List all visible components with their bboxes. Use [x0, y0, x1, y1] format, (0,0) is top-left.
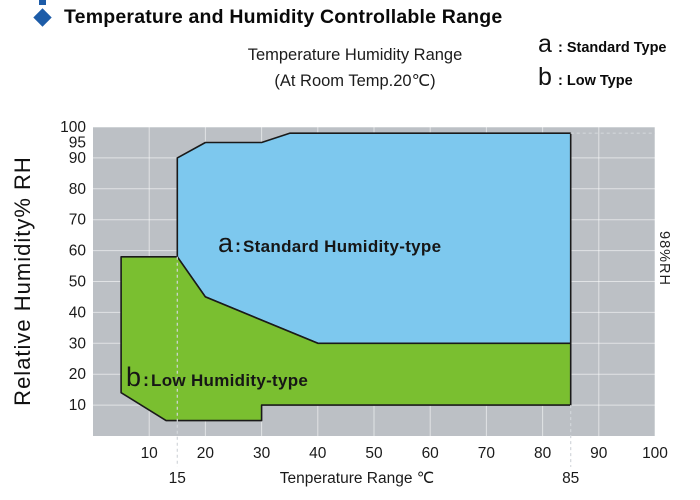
legend-symbol-a: a — [538, 30, 552, 58]
svg-text:15: 15 — [169, 470, 186, 487]
svg-text:70: 70 — [478, 445, 496, 462]
svg-text:50: 50 — [365, 445, 383, 462]
svg-text:100: 100 — [60, 119, 86, 136]
chart-title-line1: Temperature Humidity Range — [247, 46, 463, 64]
svg-text:20: 20 — [69, 366, 87, 383]
legend-item-standard: a : Standard Type — [538, 30, 667, 63]
svg-text:90: 90 — [69, 150, 87, 167]
region-text-low: Low Humidity-type — [151, 371, 309, 390]
chart-title-line2: (At Room Temp.20℃) — [274, 72, 436, 90]
svg-text:80: 80 — [534, 445, 552, 462]
region-sep-a: : — [235, 236, 242, 256]
page-title: Temperature and Humidity Controllable Ra… — [64, 6, 503, 28]
legend-symbol-b: b — [538, 63, 552, 91]
region-label-low: b: Low Humidity-type — [126, 362, 308, 393]
region-symbol-b: b — [126, 362, 142, 392]
svg-text:95: 95 — [69, 134, 86, 151]
region-sep-b: : — [143, 370, 150, 390]
svg-text:30: 30 — [69, 335, 87, 352]
region-text-standard: Standard Humidity-type — [243, 237, 442, 256]
svg-text:Relative Humidity% RH: Relative Humidity% RH — [10, 156, 35, 406]
region-symbol-a: a — [218, 228, 234, 258]
svg-text:40: 40 — [309, 445, 327, 462]
legend-label-standard: : Standard Type — [558, 40, 667, 56]
svg-text:100: 100 — [642, 445, 668, 462]
top-blue-mark — [39, 0, 46, 5]
legend-item-low: b : Low Type — [538, 63, 667, 96]
svg-text:85: 85 — [562, 470, 579, 487]
diamond-bullet-icon — [33, 8, 52, 27]
svg-text:30: 30 — [253, 445, 271, 462]
svg-text:80: 80 — [69, 181, 87, 198]
svg-text:10: 10 — [141, 445, 159, 462]
svg-text:60: 60 — [422, 445, 440, 462]
svg-text:10: 10 — [69, 397, 87, 414]
header: Temperature and Humidity Controllable Ra… — [33, 6, 503, 29]
region-label-standard: a: Standard Humidity-type — [218, 228, 441, 259]
svg-text:20: 20 — [197, 445, 215, 462]
svg-text:70: 70 — [69, 212, 87, 229]
svg-text:98%RH: 98%RH — [656, 231, 672, 286]
svg-text:90: 90 — [590, 445, 608, 462]
chart-title: Temperature Humidity Range (At Room Temp… — [170, 42, 540, 94]
legend: a : Standard Type b : Low Type — [538, 30, 667, 96]
legend-label-low: : Low Type — [558, 73, 633, 89]
svg-text:Tenperature Range ℃: Tenperature Range ℃ — [280, 470, 434, 487]
svg-text:60: 60 — [69, 243, 87, 260]
svg-text:50: 50 — [69, 274, 87, 291]
svg-text:40: 40 — [69, 304, 87, 321]
